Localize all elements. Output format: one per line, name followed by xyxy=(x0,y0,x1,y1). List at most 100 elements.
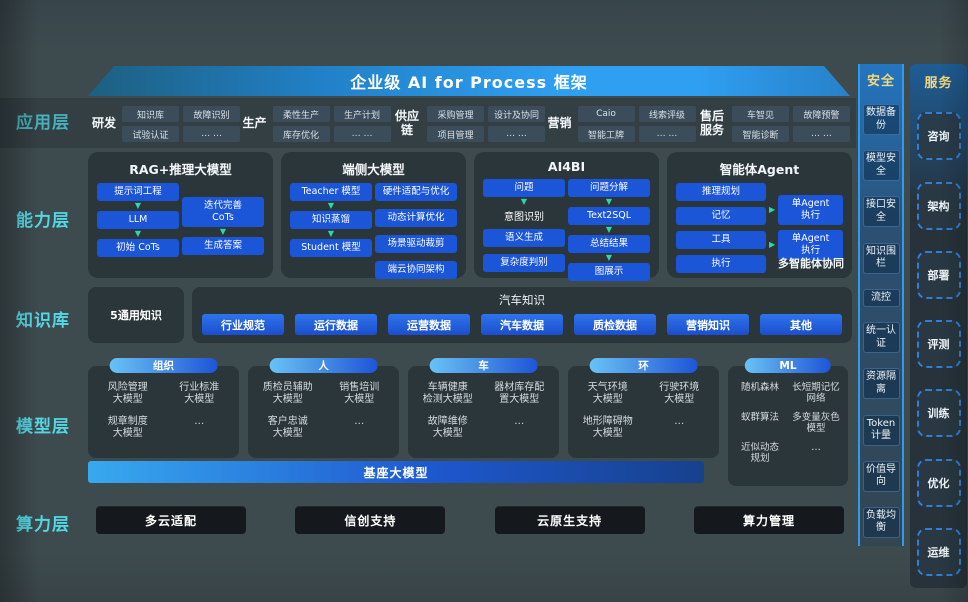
app-item[interactable]: … … xyxy=(333,126,391,142)
app-item[interactable]: 车智见 xyxy=(731,106,789,122)
capability-node[interactable]: 工具 xyxy=(676,230,766,249)
app-item[interactable]: 故障识别 xyxy=(183,106,241,122)
capability-node[interactable]: 执行 xyxy=(676,254,766,273)
app-item[interactable]: 库存优化 xyxy=(272,126,330,142)
knowledge-button[interactable]: 行业规范 xyxy=(202,314,284,335)
model-item: 风险管理 大模型 xyxy=(107,382,148,405)
app-item[interactable]: Caio xyxy=(577,106,635,122)
security-item[interactable]: 统一认证 xyxy=(862,322,900,354)
model-group-pill[interactable]: 环 xyxy=(589,358,698,373)
capability-node[interactable]: 场景驱动裁剪 xyxy=(375,235,457,253)
capability-node[interactable]: 端云协同架构 xyxy=(375,261,457,279)
model-group-pill[interactable]: 车 xyxy=(429,358,538,373)
arrow-down-icon: ▼ xyxy=(605,224,613,234)
capability-node[interactable]: 单Agent 执行 xyxy=(778,195,843,225)
app-item[interactable]: 采购管理 xyxy=(427,106,484,122)
model-item: 近似动态 规划 xyxy=(740,441,779,464)
service-item[interactable]: 优化 xyxy=(916,458,961,507)
security-item[interactable]: 负载均衡 xyxy=(862,506,900,538)
service-item[interactable]: 架构 xyxy=(916,181,961,230)
security-item[interactable]: 知识围栏 xyxy=(862,242,900,274)
capability-node[interactable]: 动态计算优化 xyxy=(375,209,457,227)
model-group-pill[interactable]: 组织 xyxy=(109,358,218,373)
capability-node[interactable]: 复杂度判别 xyxy=(483,253,565,272)
knowledge-button[interactable]: 营销知识 xyxy=(667,314,749,335)
security-item[interactable]: 资源隔离 xyxy=(862,368,900,400)
app-item[interactable]: 智能工牌 xyxy=(577,126,635,142)
model-item: 销售培训 大模型 xyxy=(339,382,380,405)
capability-node[interactable]: 问题分解 xyxy=(568,179,650,197)
app-item[interactable]: … … xyxy=(792,126,850,142)
security-item[interactable]: Token计量 xyxy=(862,414,900,446)
compute-button[interactable]: 多云适配 xyxy=(96,506,246,534)
foundation-model-bar[interactable]: 基座大模型 xyxy=(88,461,704,483)
service-item[interactable]: 咨询 xyxy=(916,112,961,161)
app-item[interactable]: 设计及协同 xyxy=(488,106,545,122)
capability-node[interactable]: 提示词工程 xyxy=(97,183,179,201)
rag-flow-left: 提示词工程 ▼ LLM ▼ 初始 CoTs ▼ xyxy=(97,183,179,257)
app-item[interactable]: 项目管理 xyxy=(427,126,484,142)
compute-button[interactable]: 信创支持 xyxy=(295,506,446,534)
capability-node[interactable]: 单Agent 执行 xyxy=(778,229,843,260)
edge-flow-right: 硬件适配与优化 ▼ 动态计算优化 ▼ 场景驱动裁剪 ▼ 端云协同架构 ▼ xyxy=(375,183,457,279)
capability-node[interactable]: 初始 CoTs xyxy=(97,238,179,257)
capability-node[interactable]: 语义生成 xyxy=(483,228,565,247)
service-item[interactable]: 训练 xyxy=(916,389,961,438)
app-item[interactable]: 柔性生产 xyxy=(272,106,330,122)
app-item[interactable]: 生产计划 xyxy=(333,106,391,122)
app-item[interactable]: 故障预警 xyxy=(792,106,850,122)
capability-block-title: 智能体Agent xyxy=(719,162,800,177)
model-item: 随机森林 xyxy=(740,382,779,393)
capability-block-title: AI4BI xyxy=(547,159,586,174)
capability-node[interactable]: 记忆 xyxy=(676,206,766,225)
compute-button[interactable]: 算力管理 xyxy=(693,506,844,534)
knowledge-button[interactable]: 运营数据 xyxy=(388,314,470,335)
app-item[interactable]: … … xyxy=(488,126,545,142)
service-item[interactable]: 运维 xyxy=(916,527,961,576)
knowledge-button[interactable]: 其他 xyxy=(760,314,842,335)
service-column: 服务 咨询 架构 部署 评测 训练 优化 运维 xyxy=(910,64,967,588)
capability-block-agent: 智能体Agent 推理规划 ▼ 记忆 ▼ 工具 ▼ 执 xyxy=(667,152,852,278)
general-knowledge-box[interactable]: 5通用知识 xyxy=(88,287,184,343)
security-item[interactable]: 流控 xyxy=(862,288,900,308)
app-item[interactable]: … … xyxy=(183,126,241,142)
security-item[interactable]: 价值导向 xyxy=(862,460,900,492)
model-group-pill[interactable]: 人 xyxy=(269,358,378,373)
capability-node[interactable]: 生成答案 xyxy=(182,236,264,255)
service-item[interactable]: 部署 xyxy=(916,250,961,299)
service-item[interactable]: 评测 xyxy=(916,320,961,369)
capability-node[interactable]: Text2SQL xyxy=(568,206,650,225)
model-item: … xyxy=(354,416,365,427)
security-item[interactable]: 数据备份 xyxy=(862,104,900,136)
model-group-pill[interactable]: ML xyxy=(744,358,832,373)
capability-node[interactable]: 问题 xyxy=(483,179,565,197)
knowledge-button[interactable]: 运行数据 xyxy=(295,314,377,335)
capability-node[interactable]: 硬件适配与优化 xyxy=(375,183,457,201)
capability-node[interactable]: 图展示 xyxy=(568,262,650,281)
arrow-down-icon: ▼ xyxy=(219,226,227,236)
knowledge-button[interactable]: 汽车数据 xyxy=(481,314,563,335)
app-item[interactable]: 试验认证 xyxy=(122,126,180,142)
capability-node[interactable]: 知识蒸馏 xyxy=(290,210,372,229)
security-item[interactable]: 接口安全 xyxy=(862,196,900,228)
app-item[interactable]: 知识库 xyxy=(122,106,180,122)
model-item: 地形障碍物 大模型 xyxy=(582,416,633,439)
app-item[interactable]: … … xyxy=(638,126,696,142)
app-item[interactable]: 智能诊断 xyxy=(731,126,789,142)
capability-node[interactable]: LLM xyxy=(97,210,179,229)
app-group-after-sales: 售后服务 车智见 故障预警 智能诊断… … xyxy=(698,106,850,142)
app-group-supply-chain: 供应链 采购管理 设计及协同 项目管理… … xyxy=(393,106,545,142)
security-item[interactable]: 模型安全 xyxy=(862,150,900,182)
model-item: … xyxy=(674,416,685,427)
knowledge-button[interactable]: 质检数据 xyxy=(574,314,656,335)
compute-button[interactable]: 云原生支持 xyxy=(494,506,645,534)
app-item[interactable]: 线索评级 xyxy=(638,106,696,122)
capability-node[interactable]: Student 模型 xyxy=(290,238,372,257)
diagram-title: 企业级 AI for Process 框架 xyxy=(350,73,588,92)
capability-node[interactable]: Teacher 模型 xyxy=(290,183,372,201)
capability-node[interactable]: 总结结果 xyxy=(568,234,650,253)
layer-label-compute: 算力层 xyxy=(16,515,70,535)
capability-node[interactable]: 推理规划 xyxy=(676,183,766,201)
compute-layer-row: 多云适配 信创支持 云原生支持 算力管理 xyxy=(96,506,844,534)
capability-node[interactable]: 迭代完善 CoTs xyxy=(182,197,264,227)
